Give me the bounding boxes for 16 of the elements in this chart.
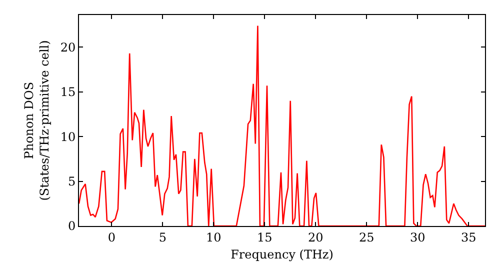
x-tick-label: 25: [359, 230, 374, 244]
x-tick-label: 35: [461, 230, 476, 244]
x-tick-label: 0: [108, 230, 116, 244]
y-axis-title: Phonon DOS (States/THz·primitive cell): [22, 40, 52, 201]
y-tick-label: 20: [60, 40, 76, 54]
x-tick-label: 15: [257, 230, 272, 244]
y-tick-label: 0: [68, 219, 76, 234]
y-tick-label: 10: [60, 130, 76, 144]
line-series: [79, 25, 485, 226]
y-tick-label: 15: [60, 85, 76, 100]
x-tick-label: 10: [206, 230, 222, 244]
x-axis-title: Frequency (THz): [230, 247, 334, 262]
x-tick-label: 30: [410, 230, 426, 244]
y-tick-label: 5: [68, 174, 76, 188]
x-tick-label: 5: [158, 230, 166, 244]
x-tick-label: 20: [308, 230, 324, 244]
